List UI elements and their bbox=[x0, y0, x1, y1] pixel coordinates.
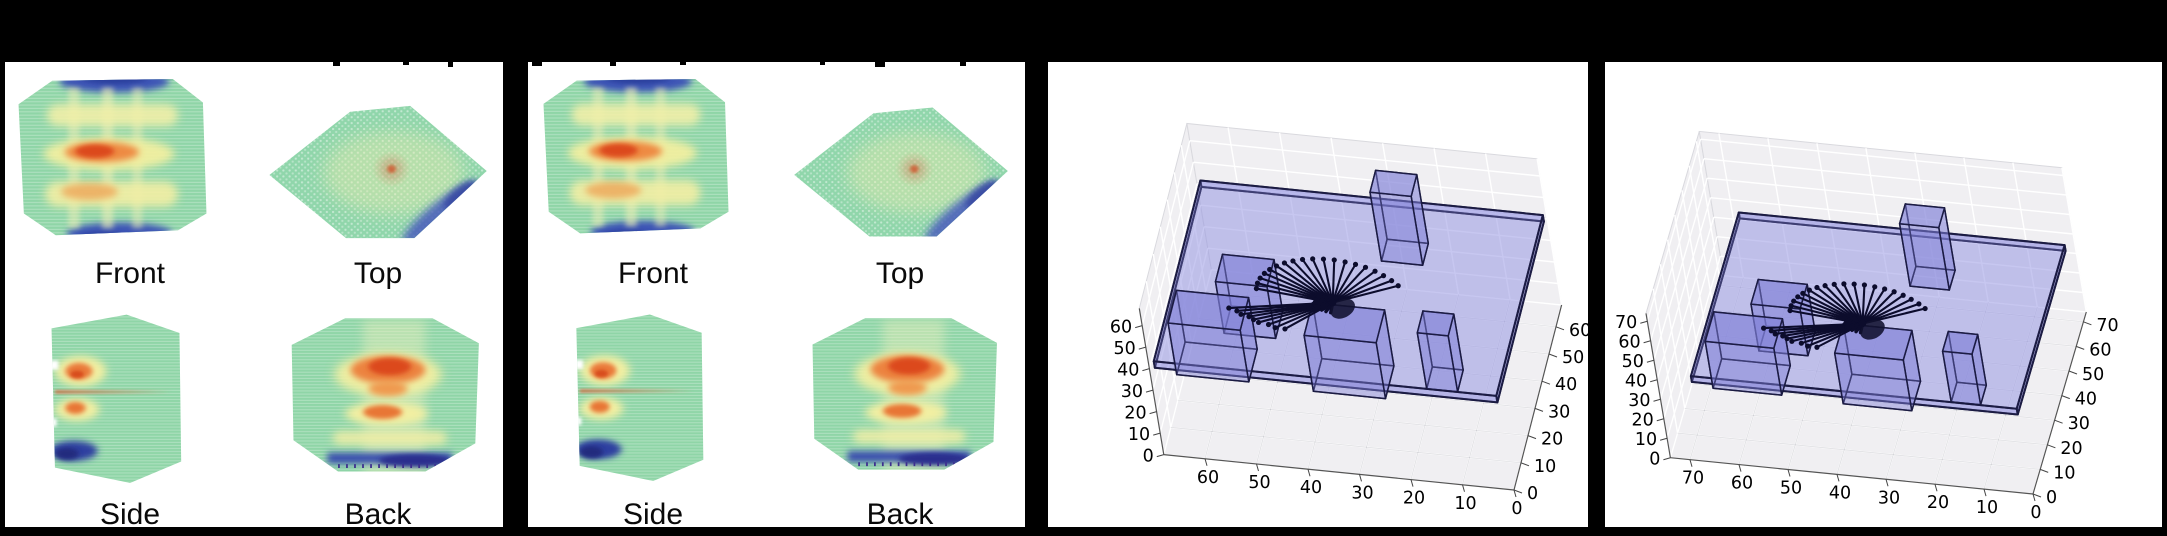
x-tick-label: 20 bbox=[1927, 493, 1949, 513]
view-label-front: Front bbox=[94, 257, 166, 290]
x-tick-label: 50 bbox=[1780, 479, 1802, 499]
view-label-side: Side bbox=[99, 498, 161, 527]
y-tick-label: 50 bbox=[1562, 348, 1584, 368]
lidar-ray-fan bbox=[1761, 281, 1928, 350]
room-box bbox=[1303, 301, 1395, 400]
y-tick-label: 20 bbox=[2060, 439, 2082, 459]
y-tick-label: 70 bbox=[2096, 316, 2118, 336]
y-tick-label: 30 bbox=[2068, 414, 2090, 434]
z-tick-label: 20 bbox=[1632, 411, 1654, 431]
side-view-art bbox=[43, 310, 188, 490]
sensor-origin-dot bbox=[1858, 320, 1867, 328]
z-tick-label: 30 bbox=[1121, 382, 1143, 402]
z-tick-label: 0 bbox=[1649, 450, 1660, 470]
x-tick-label: 30 bbox=[1878, 488, 1900, 508]
cropped-title-fragment bbox=[333, 62, 340, 66]
room-box bbox=[1167, 289, 1258, 383]
3d-scene-plot: 70 60 50 40 30 20 10 00102030405060700102030405… bbox=[1615, 130, 2119, 523]
view-label-top: Top bbox=[353, 257, 403, 290]
lidar-ray-fan bbox=[1226, 256, 1401, 332]
y-tick-label: 10 bbox=[1534, 457, 1556, 477]
cropped-title-fragment bbox=[875, 62, 885, 67]
z-tick-label: 40 bbox=[1117, 361, 1139, 381]
top-view-art bbox=[782, 94, 1016, 252]
cropped-title-fragment bbox=[448, 62, 453, 67]
x-tick-label: 20 bbox=[1403, 489, 1425, 509]
cropped-title-fragment bbox=[960, 62, 966, 66]
view-label-top: Top bbox=[875, 257, 925, 290]
y-tick-label: 0 bbox=[2046, 488, 2057, 508]
z-tick-label: 30 bbox=[1628, 391, 1650, 411]
panel-multiview-a: Front Top Side Back bbox=[5, 62, 503, 527]
cropped-title-fragment bbox=[610, 62, 616, 66]
sensor-cluster-blob bbox=[1330, 298, 1355, 319]
y-tick-label: 30 bbox=[1548, 402, 1570, 422]
z-tick-label: 50 bbox=[1622, 352, 1644, 372]
side-view-art bbox=[568, 310, 710, 488]
y-tick-label: 40 bbox=[2075, 390, 2097, 410]
back-view-art bbox=[281, 312, 486, 488]
panel-scene-b: 70 60 50 40 30 20 10 0 0 10 20 30 40 50 60 70 0 10 20 30 40 5… bbox=[1605, 62, 2162, 527]
room-box bbox=[1898, 203, 1956, 291]
x-tick-label: 60 bbox=[1731, 474, 1753, 494]
y-tick-label: 60 bbox=[2089, 340, 2111, 360]
view-label-front: Front bbox=[617, 257, 689, 290]
z-tick-label: 0 bbox=[1143, 447, 1154, 467]
x-tick-label: 10 bbox=[1976, 498, 1998, 518]
x-tick-label: 10 bbox=[1454, 494, 1476, 514]
y-tick-label: 60 bbox=[1569, 321, 1588, 341]
room-box bbox=[1416, 310, 1464, 393]
panel-scene-a: 60 50 40 30 20 10 0 0 10 20 30 40 50 60 0 10 20 30 40 50 60 bbox=[1048, 62, 1588, 527]
x-tick-label: 30 bbox=[1351, 483, 1373, 503]
sensor-cluster-blob bbox=[1860, 319, 1885, 340]
top-view-art bbox=[257, 92, 495, 254]
cropped-title-fragment bbox=[680, 62, 686, 65]
z-tick-label: 60 bbox=[1618, 333, 1640, 353]
cropped-title-fragment bbox=[403, 62, 409, 65]
y-tick-label: 40 bbox=[1555, 375, 1577, 395]
view-label-back: Back bbox=[344, 498, 412, 527]
x-tick-label: 0 bbox=[1511, 499, 1522, 519]
y-tick-label: 0 bbox=[1527, 484, 1538, 504]
z-tick-label: 10 bbox=[1128, 425, 1150, 445]
front-view-art bbox=[15, 74, 210, 246]
x-tick-label: 40 bbox=[1829, 483, 1851, 503]
z-tick-label: 70 bbox=[1615, 313, 1637, 333]
x-tick-label: 60 bbox=[1197, 468, 1219, 488]
view-label-back: Back bbox=[866, 498, 934, 527]
view-label-side: Side bbox=[622, 498, 684, 527]
cropped-title-fragment bbox=[820, 62, 825, 65]
front-view-art bbox=[540, 74, 732, 244]
x-tick-label: 50 bbox=[1248, 473, 1270, 493]
x-tick-label: 70 bbox=[1682, 469, 1704, 489]
y-tick-label: 20 bbox=[1541, 430, 1563, 450]
cropped-title-fragment bbox=[532, 62, 542, 66]
back-view-art bbox=[802, 312, 1004, 486]
y-tick-label: 50 bbox=[2082, 365, 2104, 385]
room-box bbox=[1833, 322, 1922, 412]
z-tick-label: 20 bbox=[1124, 404, 1146, 424]
x-tick-label: 40 bbox=[1300, 478, 1322, 498]
room-box bbox=[1369, 169, 1430, 266]
z-tick-label: 60 bbox=[1110, 318, 1132, 338]
y-tick-label: 10 bbox=[2053, 463, 2075, 483]
z-tick-label: 10 bbox=[1635, 430, 1657, 450]
sensor-origin-dot bbox=[1329, 299, 1337, 307]
room-box bbox=[1941, 330, 1988, 406]
z-tick-label: 40 bbox=[1625, 372, 1647, 392]
z-tick-label: 50 bbox=[1114, 339, 1136, 359]
x-tick-label: 0 bbox=[2030, 503, 2041, 523]
panel-multiview-b: Front Top Side Back bbox=[528, 62, 1025, 527]
room-box bbox=[1704, 311, 1792, 396]
